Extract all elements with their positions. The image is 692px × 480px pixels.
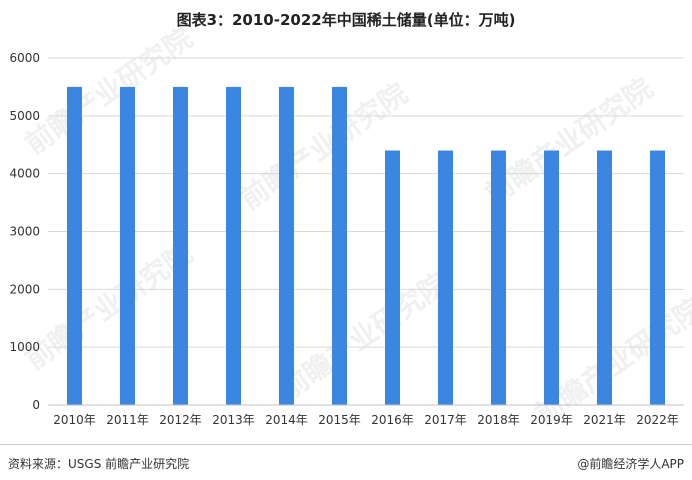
x-tick-label: 2011年 bbox=[106, 413, 149, 427]
y-axis-ticks: 0 1000 2000 3000 4000 5000 6000 bbox=[9, 51, 40, 412]
x-tick-label: 2010年 bbox=[53, 413, 96, 427]
bar bbox=[120, 86, 135, 406]
bar bbox=[279, 86, 294, 406]
x-tick-label: 2021年 bbox=[583, 413, 626, 427]
y-tick-label: 3000 bbox=[9, 225, 40, 239]
x-tick-label: 2013年 bbox=[212, 413, 255, 427]
grid-lines bbox=[48, 57, 684, 348]
x-tick-label: 2018年 bbox=[477, 413, 520, 427]
y-tick-label: 6000 bbox=[9, 51, 40, 65]
bar bbox=[544, 150, 559, 405]
x-tick-label: 2022年 bbox=[636, 413, 679, 427]
bar bbox=[385, 150, 400, 405]
bar-chart: 0 1000 2000 3000 4000 5000 6000 2010年 2011年 2012… bbox=[9, 51, 684, 427]
x-tick-label: 2017年 bbox=[424, 413, 467, 427]
y-tick-label: 5000 bbox=[9, 109, 40, 123]
bar bbox=[650, 150, 665, 405]
bar bbox=[332, 86, 347, 406]
x-tick-label: 2014年 bbox=[265, 413, 308, 427]
bar bbox=[67, 86, 82, 406]
x-axis-ticks: 2010年 2011年 2012年 2013年 2014年 2015年 2016年 2017年… bbox=[53, 413, 679, 427]
chart-title: 图表3：2010-2022年中国稀土储量(单位：万吨) bbox=[176, 11, 516, 29]
footer: 资料来源：USGS 前瞻产业研究院 @前瞻经济学人APP bbox=[0, 444, 692, 480]
x-tick-label: 2015年 bbox=[318, 413, 361, 427]
y-tick-label: 4000 bbox=[9, 167, 40, 181]
y-tick-label: 1000 bbox=[9, 340, 40, 354]
y-tick-label: 0 bbox=[32, 398, 40, 412]
bar bbox=[173, 86, 188, 406]
x-tick-label: 2016年 bbox=[371, 413, 414, 427]
bar bbox=[491, 150, 506, 405]
bar bbox=[597, 150, 612, 405]
credit-text: @前瞻经济学人APP bbox=[577, 457, 684, 471]
bar bbox=[438, 150, 453, 405]
x-tick-label: 2012年 bbox=[159, 413, 202, 427]
bar bbox=[226, 86, 241, 406]
x-tick-label: 2019年 bbox=[530, 413, 573, 427]
bars bbox=[67, 86, 665, 406]
y-tick-label: 2000 bbox=[9, 282, 40, 296]
source-text: 资料来源：USGS 前瞻产业研究院 bbox=[8, 457, 190, 471]
